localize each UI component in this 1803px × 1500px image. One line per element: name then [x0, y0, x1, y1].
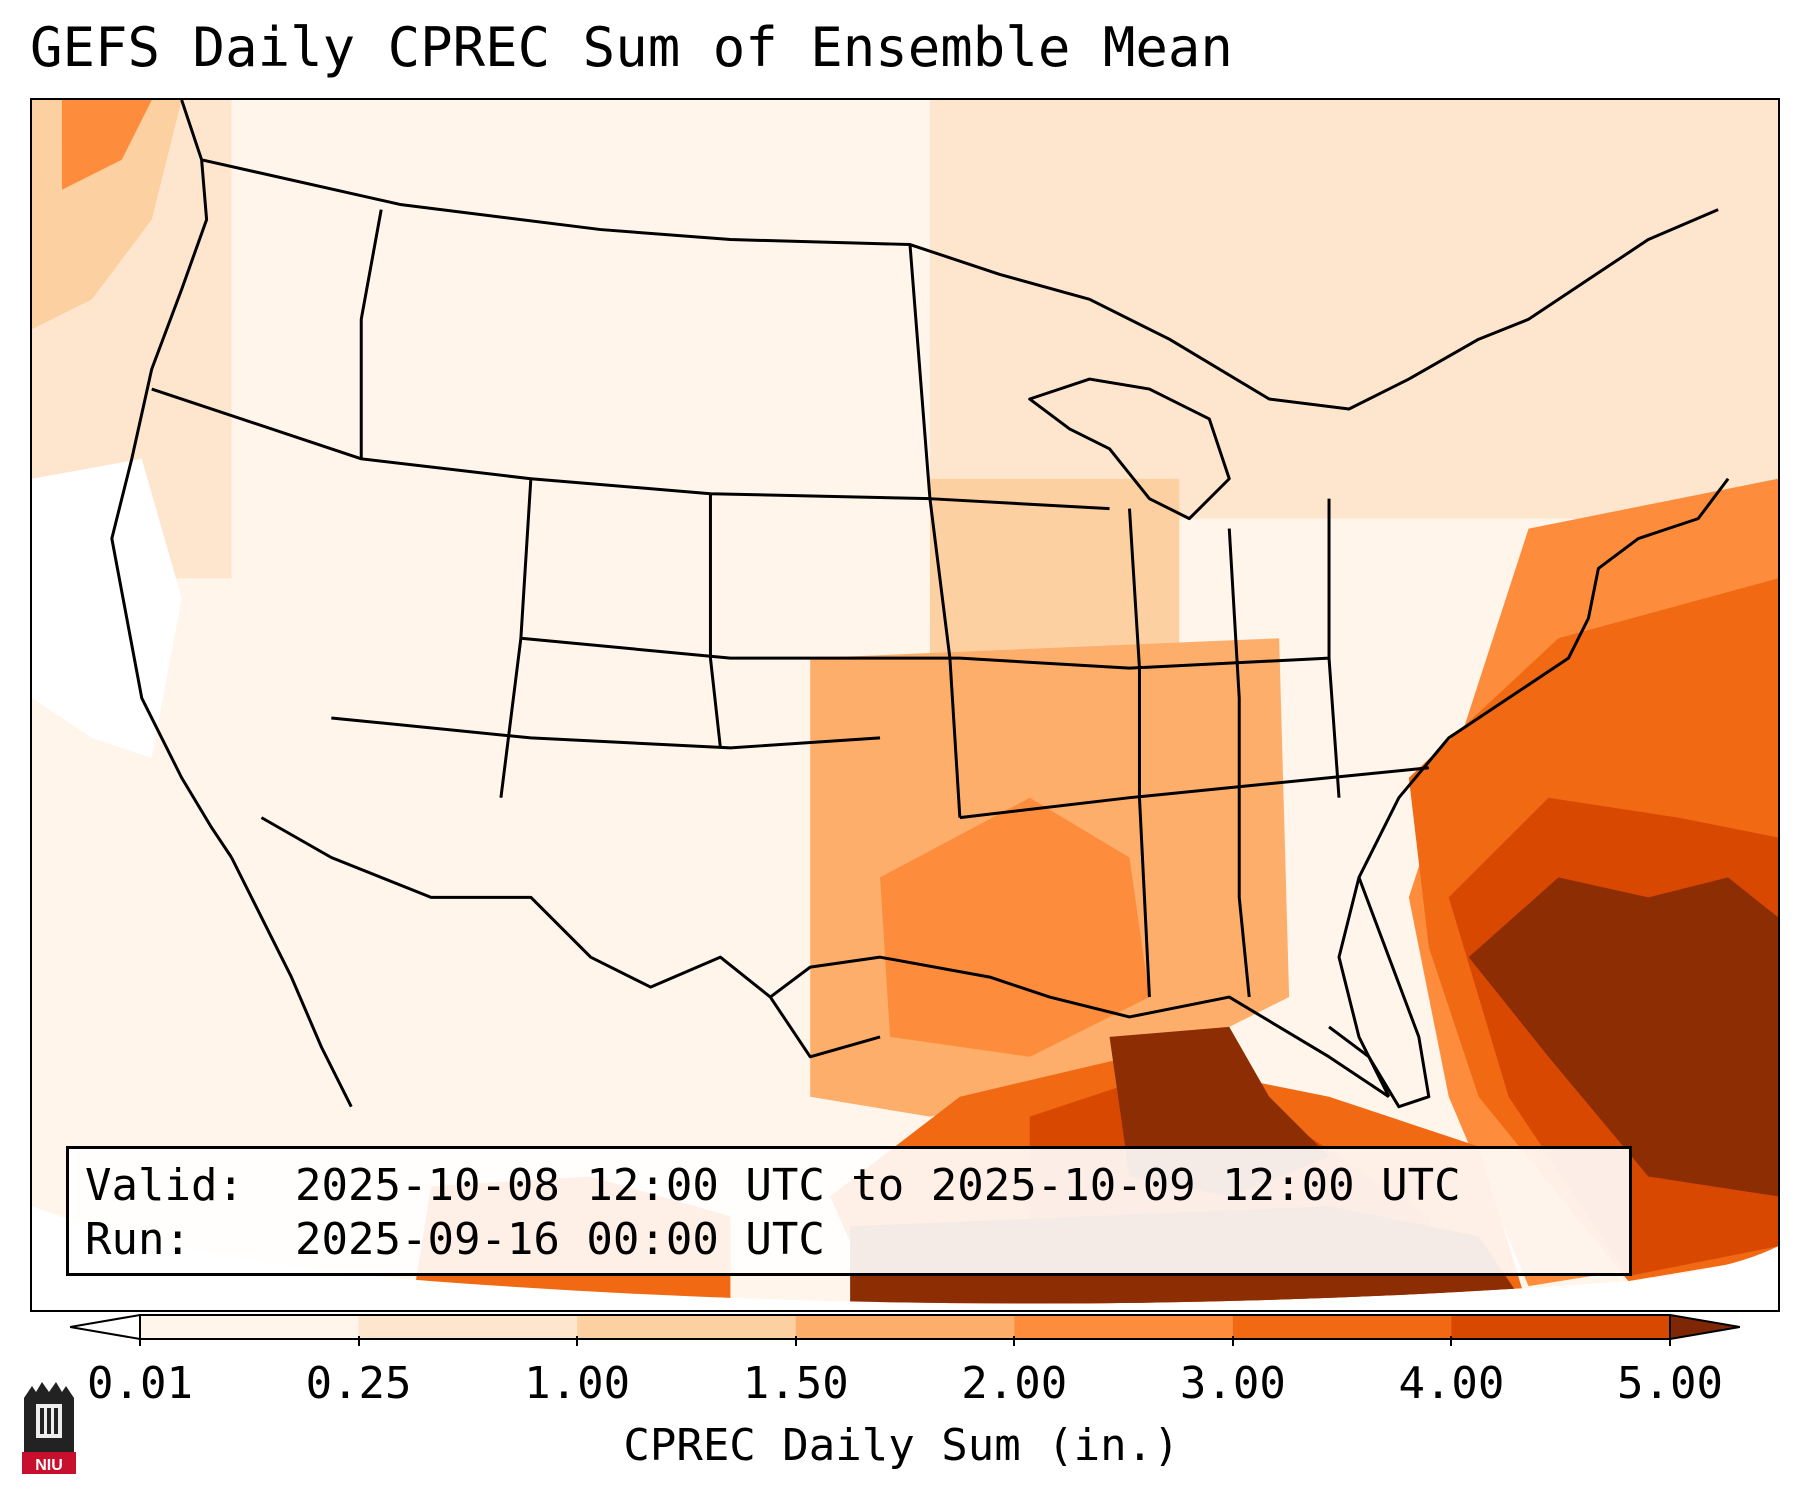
colorbar-tick-label: 1.50: [742, 1358, 849, 1409]
field-atlantic-peak: [1468, 877, 1778, 1197]
precip-field: [32, 100, 1778, 1304]
colorbar-ticks: 0.01 0.25 1.00 1.50 2.00 3.00 4.00 5.00: [0, 1336, 1803, 1416]
state-line-12: [1327, 498, 1341, 798]
chart-title: GEFS Daily CPREC Sum of Ensemble Mean: [30, 16, 1233, 79]
colorbar-tick-label: 5.00: [1617, 1358, 1723, 1409]
field-dry-california: [32, 458, 182, 758]
state-line-5: [708, 493, 722, 749]
field-pacific-nw-peak: [61, 100, 152, 190]
field-lower-miss: [880, 797, 1150, 1057]
colorbar-tick-label: 0.01: [87, 1358, 193, 1409]
great-lakes-outline: [1028, 377, 1231, 521]
valid-run-info-box: Valid: 2025-10-08 12:00 UTC to 2025-10-0…: [66, 1146, 1632, 1276]
west-coast-line: [110, 100, 233, 859]
university-tower-icon: NIU: [22, 1382, 76, 1474]
colorbar-tick-label: 1.00: [524, 1358, 631, 1409]
colorbar-tick-label: 2.00: [961, 1358, 1068, 1409]
colorbar-tick: [1231, 1336, 1234, 1346]
colorbar-tick-label: 4.00: [1398, 1358, 1505, 1409]
map-lines: [110, 100, 1730, 1109]
state-line-11: [1227, 528, 1251, 998]
state-line-2: [530, 477, 1110, 511]
precipitation-map: [30, 98, 1780, 1312]
valid-label: Valid:: [85, 1160, 244, 1211]
colorbar-tick-label: 3.00: [1179, 1358, 1286, 1409]
colorbar-tick: [794, 1336, 797, 1346]
colorbar-segment: [577, 1315, 797, 1339]
state-line-10: [1127, 508, 1151, 998]
colorbar-segment: [1451, 1315, 1671, 1339]
east-coast-line: [1337, 477, 1730, 1098]
valid-value: 2025-10-08 12:00 UTC to 2025-10-09 12:00…: [295, 1160, 1461, 1211]
florida-line: [1328, 876, 1431, 1109]
field-canada-east: [929, 100, 1778, 519]
colorbar-segment: [358, 1315, 578, 1339]
colorbar-segment: [1014, 1315, 1234, 1339]
run-value: 2025-09-16 00:00 UTC: [295, 1214, 825, 1265]
valid-row: Valid: 2025-10-08 12:00 UTC to 2025-10-0…: [85, 1159, 1613, 1213]
run-label: Run:: [85, 1214, 191, 1265]
colorbar-segment: [795, 1315, 1015, 1339]
us-canada-border: [201, 158, 1719, 411]
colorbar-tick-label: 0.25: [305, 1358, 412, 1409]
colorbar-segment: [1232, 1315, 1452, 1339]
colorbar: [70, 1314, 1740, 1340]
niu-logo: NIU: [22, 1382, 76, 1474]
state-line-8: [331, 716, 881, 750]
colorbar-segment: [140, 1315, 360, 1339]
run-row: Run: 2025-09-16 00:00 UTC: [85, 1213, 1613, 1267]
baja-california-line: [230, 856, 353, 1108]
us-mexico-border: [260, 816, 881, 1059]
state-line-7: [520, 636, 1330, 670]
svg-text:NIU: NIU: [35, 1457, 63, 1474]
colorbar-tick: [357, 1336, 360, 1346]
colorbar-frame: [139, 1314, 1671, 1340]
state-line-3: [359, 209, 383, 459]
colorbar-tick: [139, 1336, 141, 1346]
gulf-coast-line: [769, 955, 1390, 1098]
colorbar-tick: [1669, 1336, 1671, 1346]
colorbar-tick: [1450, 1336, 1453, 1346]
state-line-6: [908, 244, 962, 818]
state-line-9: [959, 766, 1429, 820]
colorbar-tick: [576, 1336, 579, 1346]
colorbar-label: CPREC Daily Sum (in.): [623, 1420, 1180, 1471]
colorbar-tick: [1013, 1336, 1016, 1346]
map-svg: [32, 100, 1778, 1304]
